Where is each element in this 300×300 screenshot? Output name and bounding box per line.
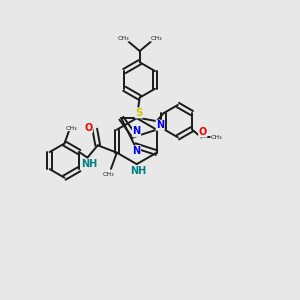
Text: N: N (133, 146, 141, 156)
Text: CH₃: CH₃ (117, 36, 129, 41)
Text: S: S (135, 108, 143, 118)
Text: CH₃: CH₃ (150, 36, 162, 41)
Text: N: N (133, 127, 141, 136)
Text: N: N (156, 120, 164, 130)
Text: NH: NH (81, 159, 97, 169)
Text: CH₃: CH₃ (66, 126, 78, 131)
Text: CH₃: CH₃ (102, 172, 114, 177)
Text: O: O (199, 127, 207, 137)
Text: NH: NH (130, 166, 146, 176)
Text: O: O (84, 123, 92, 133)
Text: CH₃: CH₃ (211, 135, 222, 140)
